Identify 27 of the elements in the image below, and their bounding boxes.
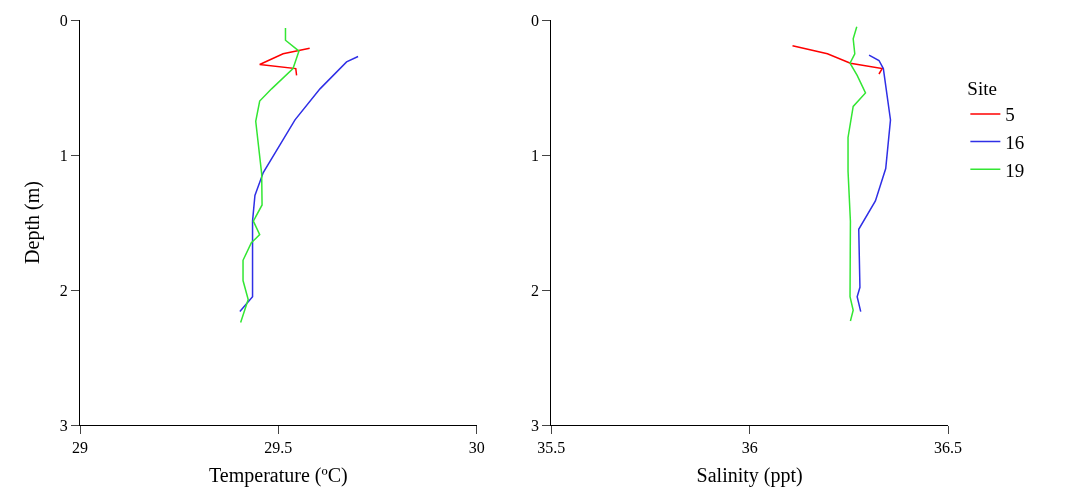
x-tick-label: 29 [72,439,88,457]
x-tick-label: 29.5 [264,439,293,457]
legend-title: Site [967,78,997,100]
line-series [847,26,867,322]
y-tick-label: 1 [59,146,68,164]
x-tick-label: 35.5 [537,439,566,457]
line-series [791,44,883,75]
x-axis-title: Temperature (ºC) [209,463,348,487]
y-tick-label: 0 [531,11,540,29]
y-tick-label: 2 [531,281,540,299]
y-tick-label: 1 [531,146,540,164]
y-tick-label: 2 [59,281,68,299]
y-tick-label: 3 [531,416,540,434]
line-series [239,27,300,324]
x-tick-label: 36.5 [934,439,962,457]
line-series [258,47,311,77]
y-axis-title: Depth (m) [21,181,45,264]
y-tick-label: 0 [59,11,68,29]
legend-label: 19 [1005,159,1025,181]
x-tick-label: 36 [741,439,758,457]
y-tick-label: 3 [59,416,68,434]
legend-label: 16 [1005,132,1025,154]
line-series [856,54,892,313]
x-tick-label: 30 [468,439,485,457]
x-axis-title: Salinity (ppt) [696,463,803,487]
legend-label: 5 [1005,104,1015,126]
line-series [239,55,359,313]
